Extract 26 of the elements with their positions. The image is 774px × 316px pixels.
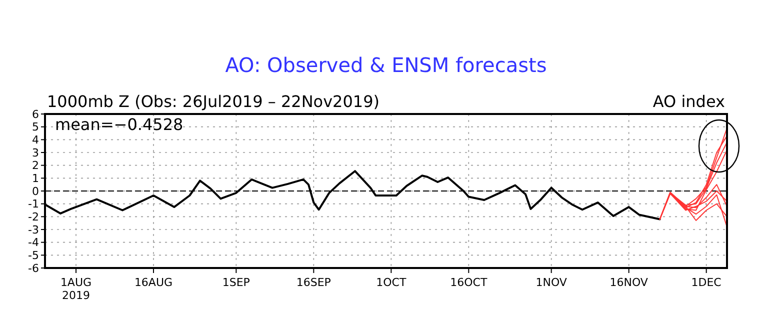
annotation: mean=−0.4528 (55, 115, 184, 134)
y-tick-label: 4 (32, 134, 39, 147)
y-tick-label: -6 (28, 262, 39, 275)
chart-subtitle: 1000mb Z (Obs: 26Jul2019 – 22Nov2019) (47, 92, 380, 111)
chart-title: AO: Observed & ENSM forecasts (225, 53, 547, 77)
x-tick-label: 1SEP (222, 276, 250, 289)
x-tick-label: 1AUG 2019 (60, 276, 92, 302)
x-tick-label: 1DEC (691, 276, 722, 289)
y-tick-label: -1 (28, 198, 39, 211)
y-tick-label: -4 (28, 236, 39, 250)
y-tick-label: 1 (32, 172, 39, 186)
x-tick-label: 16AUG (134, 276, 173, 289)
x-tick-label: 16SEP (296, 276, 332, 289)
y-tick-label: 5 (32, 120, 39, 134)
y-tick-label: 3 (32, 146, 39, 160)
x-tick-label: 1NOV (536, 276, 568, 289)
y-tick-label: 0 (32, 184, 39, 198)
x-tick-label: 1OCT (376, 276, 406, 289)
x-tick-label: 16NOV (610, 276, 648, 289)
y-tick-label: 2 (32, 159, 39, 172)
y-axis-title: AO index (652, 92, 725, 111)
y-tick-label: 6 (32, 108, 39, 121)
y-tick-label: -2 (28, 210, 39, 224)
y-tick-label: -5 (28, 249, 39, 262)
x-tick-label: 16OCT (450, 276, 488, 289)
y-tick-label: -3 (28, 223, 39, 236)
